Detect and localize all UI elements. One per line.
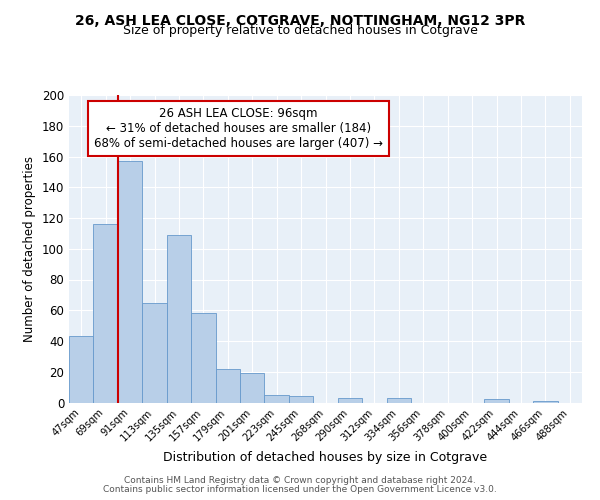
- Y-axis label: Number of detached properties: Number of detached properties: [23, 156, 36, 342]
- Bar: [240, 374, 265, 402]
- Bar: [94, 224, 118, 402]
- Bar: [484, 400, 509, 402]
- Bar: [69, 336, 94, 402]
- Bar: [118, 161, 142, 402]
- Bar: [215, 368, 240, 402]
- X-axis label: Distribution of detached houses by size in Cotgrave: Distribution of detached houses by size …: [163, 452, 488, 464]
- Bar: [142, 302, 167, 402]
- Text: 26 ASH LEA CLOSE: 96sqm
← 31% of detached houses are smaller (184)
68% of semi-d: 26 ASH LEA CLOSE: 96sqm ← 31% of detache…: [94, 108, 383, 150]
- Text: 26, ASH LEA CLOSE, COTGRAVE, NOTTINGHAM, NG12 3PR: 26, ASH LEA CLOSE, COTGRAVE, NOTTINGHAM,…: [75, 14, 525, 28]
- Text: Contains HM Land Registry data © Crown copyright and database right 2024.: Contains HM Land Registry data © Crown c…: [124, 476, 476, 485]
- Bar: [338, 398, 362, 402]
- Bar: [386, 398, 411, 402]
- Bar: [167, 235, 191, 402]
- Bar: [289, 396, 313, 402]
- Bar: [265, 395, 289, 402]
- Text: Size of property relative to detached houses in Cotgrave: Size of property relative to detached ho…: [122, 24, 478, 37]
- Bar: [191, 314, 215, 402]
- Text: Contains public sector information licensed under the Open Government Licence v3: Contains public sector information licen…: [103, 485, 497, 494]
- Bar: [533, 401, 557, 402]
